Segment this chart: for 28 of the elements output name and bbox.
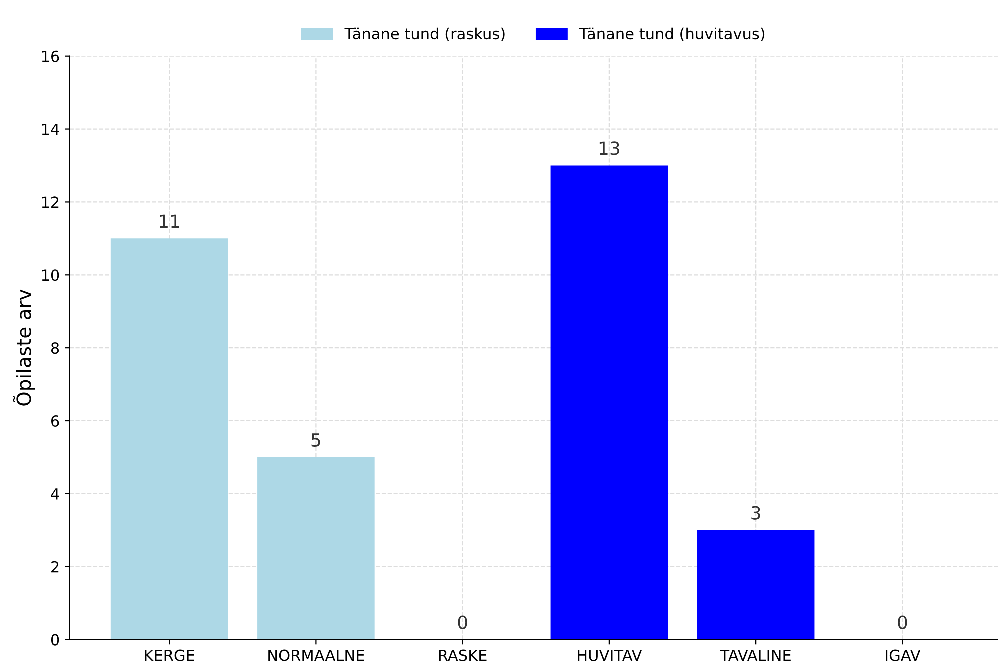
data-label: 13 — [600, 142, 620, 156]
y-tick-label: 12 — [42, 196, 59, 208]
x-tick-label: TAVALINE — [720, 650, 791, 662]
y-axis-title: Õpilaste arv — [13, 290, 36, 406]
bar — [258, 457, 375, 640]
y-tick-label: 2 — [52, 561, 59, 573]
data-label: 3 — [752, 506, 760, 520]
x-tick-label: HUVITAV — [578, 650, 642, 662]
x-tick-label: KERGE — [145, 650, 194, 662]
x-tick-label: IGAV — [886, 650, 921, 662]
legend-label: Tänane tund (huvitavus) — [579, 28, 765, 42]
x-tick-label: NORMAALNE — [268, 650, 364, 662]
y-tick-label: 14 — [42, 124, 60, 136]
data-label: 11 — [160, 214, 180, 228]
bar — [550, 166, 668, 640]
bar — [697, 530, 815, 640]
legend-label: Tänane tund (raskus) — [344, 28, 505, 42]
y-tick-label: 16 — [42, 50, 60, 62]
x-tick-label: RASKE — [439, 650, 487, 662]
data-label: 0 — [458, 616, 468, 630]
data-label: 5 — [312, 434, 320, 448]
data-label: 0 — [898, 616, 908, 630]
y-tick-label: 10 — [42, 270, 60, 282]
y-tick-label: 8 — [51, 342, 60, 354]
y-tick-label: 6 — [51, 415, 60, 428]
y-tick-label: 0 — [51, 634, 60, 646]
bar — [110, 238, 228, 640]
y-tick-label: 4 — [51, 488, 60, 500]
